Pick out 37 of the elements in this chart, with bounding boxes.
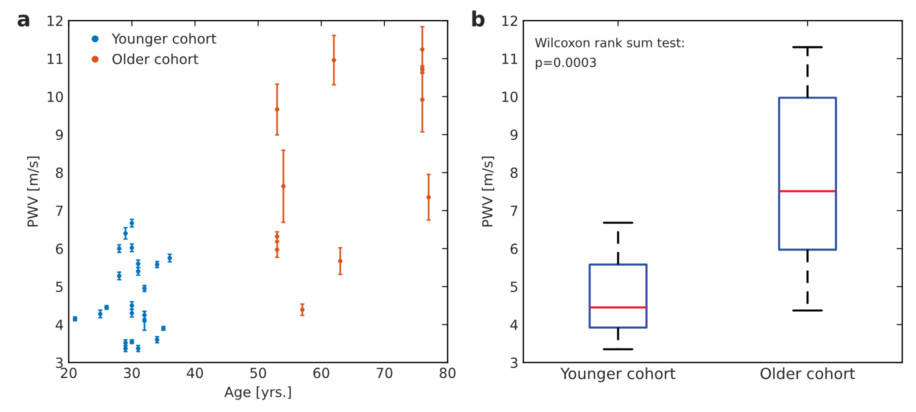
y-tick-label: 7	[56, 206, 63, 216]
x-tick-label: 20	[60, 368, 77, 378]
x-tick-label: 40	[186, 368, 203, 378]
chart-title: b	[472, 10, 485, 27]
y-tick-label: 11	[48, 54, 63, 64]
y-tick-label: 9	[56, 130, 63, 140]
y-axis-title: PWV [m/s]	[482, 156, 494, 226]
y-tick-label: 10	[502, 92, 518, 102]
annotation: Wilcoxon rank sum test: p=0.0003	[535, 38, 684, 70]
y-tick-label: 6	[56, 244, 63, 254]
y-tick-label: 3	[56, 358, 63, 368]
y-tick-label: 12	[502, 16, 518, 26]
y-axis-title: PWV [m/s]	[27, 156, 40, 226]
y-tick-label: 9	[510, 130, 518, 140]
x-tick-label: 60	[313, 368, 330, 378]
chart-title: a	[18, 14, 30, 27]
x-tick-label: 50	[250, 368, 266, 378]
legend-label: Younger cohort	[112, 33, 216, 47]
x-axis-title: Age [yrs.]	[224, 386, 291, 400]
y-tick-label: 6	[510, 244, 518, 254]
y-tick-label: 8	[510, 168, 518, 178]
y-tick-label: 10	[48, 92, 63, 102]
x-tick-label: Older cohort	[760, 367, 855, 380]
legend-label: Older cohort	[112, 53, 198, 64]
y-tick-label: 11	[502, 54, 518, 64]
y-tick-label: 12	[48, 16, 62, 26]
x-tick-label: Younger cohort	[560, 367, 676, 382]
y-tick-label: 8	[56, 168, 63, 178]
y-tick-label: 4	[510, 320, 518, 330]
y-tick-label: 4	[56, 320, 64, 330]
x-tick-label: 70	[376, 368, 392, 378]
y-tick-label: 7	[510, 206, 518, 216]
y-tick-label: 5	[510, 282, 518, 292]
y-tick-label: 3	[510, 358, 518, 368]
y-tick-label: 5	[56, 282, 63, 292]
x-tick-label: 30	[124, 368, 140, 378]
x-tick-label: 80	[440, 368, 456, 378]
